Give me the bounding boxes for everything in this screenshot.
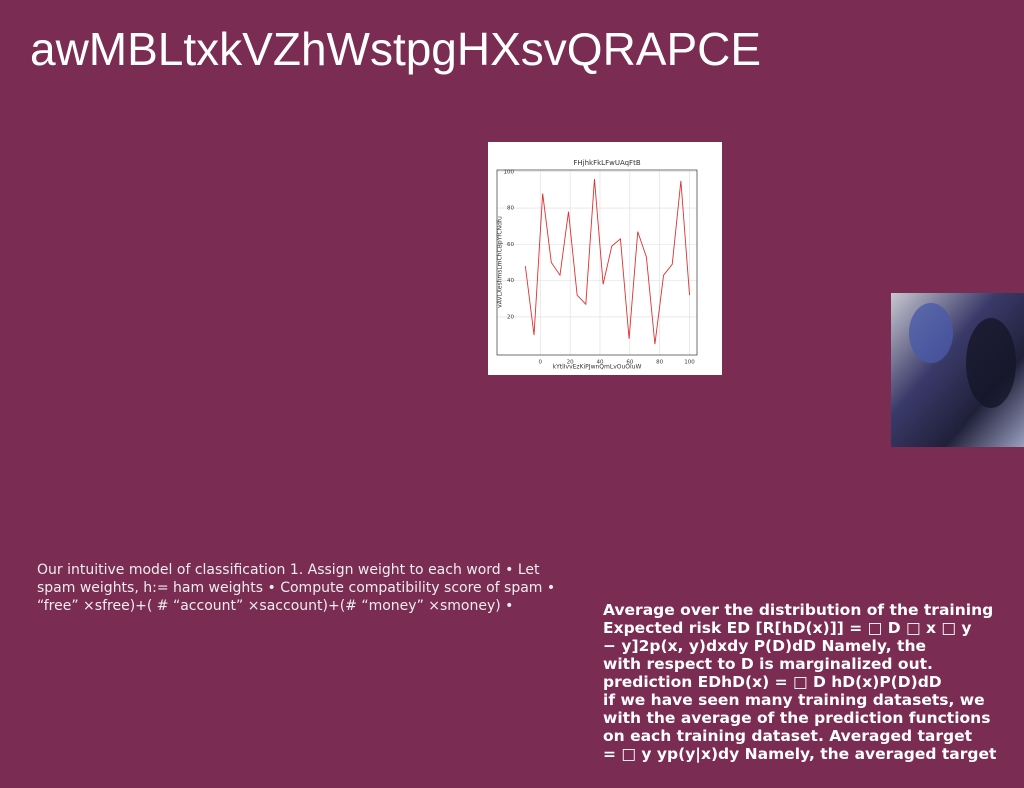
data-line bbox=[524, 179, 690, 345]
text-line: Average over the distribution of the tra… bbox=[603, 601, 994, 619]
x-tick-label: 0 bbox=[539, 360, 543, 366]
x-tick-label: 80 bbox=[656, 360, 663, 366]
text-line: if we have seen many training datasets, … bbox=[603, 691, 985, 709]
text-line: Our intuitive model of classification 1.… bbox=[37, 562, 540, 578]
photo-figure bbox=[966, 318, 1016, 408]
text-line: spam weights, h:= ham weights • Compute … bbox=[37, 580, 556, 596]
x-axis-label: kYtlIvvEzKiPJwnQmLvOuOluW bbox=[553, 364, 642, 371]
photo bbox=[891, 293, 1024, 447]
text-line: with respect to D is marginalized out. bbox=[603, 655, 933, 673]
chart-image: FHjhkFkLFwUAqFtB kYtlIvvEzKiPJwnQmLvOuOl… bbox=[488, 142, 722, 375]
y-tick-label: 20 bbox=[507, 314, 514, 320]
text-line: prediction EDhD(x) = □ D hD(x)P(D)dD bbox=[603, 673, 942, 691]
slide-title: awMBLtxkVZhWstpgHXsvQRAPCE bbox=[30, 23, 762, 75]
y-axis-label: vAVLXeshmsLmChCBpYfCNdfu bbox=[497, 216, 504, 308]
y-tick-label: 80 bbox=[507, 206, 514, 212]
chart-title: FHjhkFkLFwUAqFtB bbox=[573, 159, 640, 167]
x-tick-label: 40 bbox=[596, 360, 603, 366]
text-line: with the average of the prediction funct… bbox=[603, 709, 991, 727]
right-text: Average over the distribution of the tra… bbox=[603, 601, 996, 763]
text-line: “free” ×sfree)+( # “account” ×saccount)+… bbox=[37, 598, 514, 614]
y-tick-label: 100 bbox=[504, 169, 515, 175]
y-tick-label: 60 bbox=[507, 242, 514, 248]
x-tick-label: 60 bbox=[626, 360, 633, 366]
text-line: Expected risk ED [R[hD(x)]] = □ D □ x □ … bbox=[603, 619, 972, 637]
x-tick-label: 100 bbox=[684, 360, 695, 366]
text-line: − y]2p(x, y)dxdy P(D)dD Namely, the bbox=[603, 637, 926, 655]
left-text: Our intuitive model of classification 1.… bbox=[37, 561, 555, 615]
text-line: on each training dataset. Averaged targe… bbox=[603, 727, 973, 745]
photo-figure bbox=[909, 303, 953, 363]
y-tick-label: 40 bbox=[507, 278, 514, 284]
text-line: = □ y yp(y|x)dy Namely, the averaged tar… bbox=[603, 745, 997, 763]
x-tick-label: 20 bbox=[567, 360, 574, 366]
plot-frame bbox=[496, 169, 698, 356]
